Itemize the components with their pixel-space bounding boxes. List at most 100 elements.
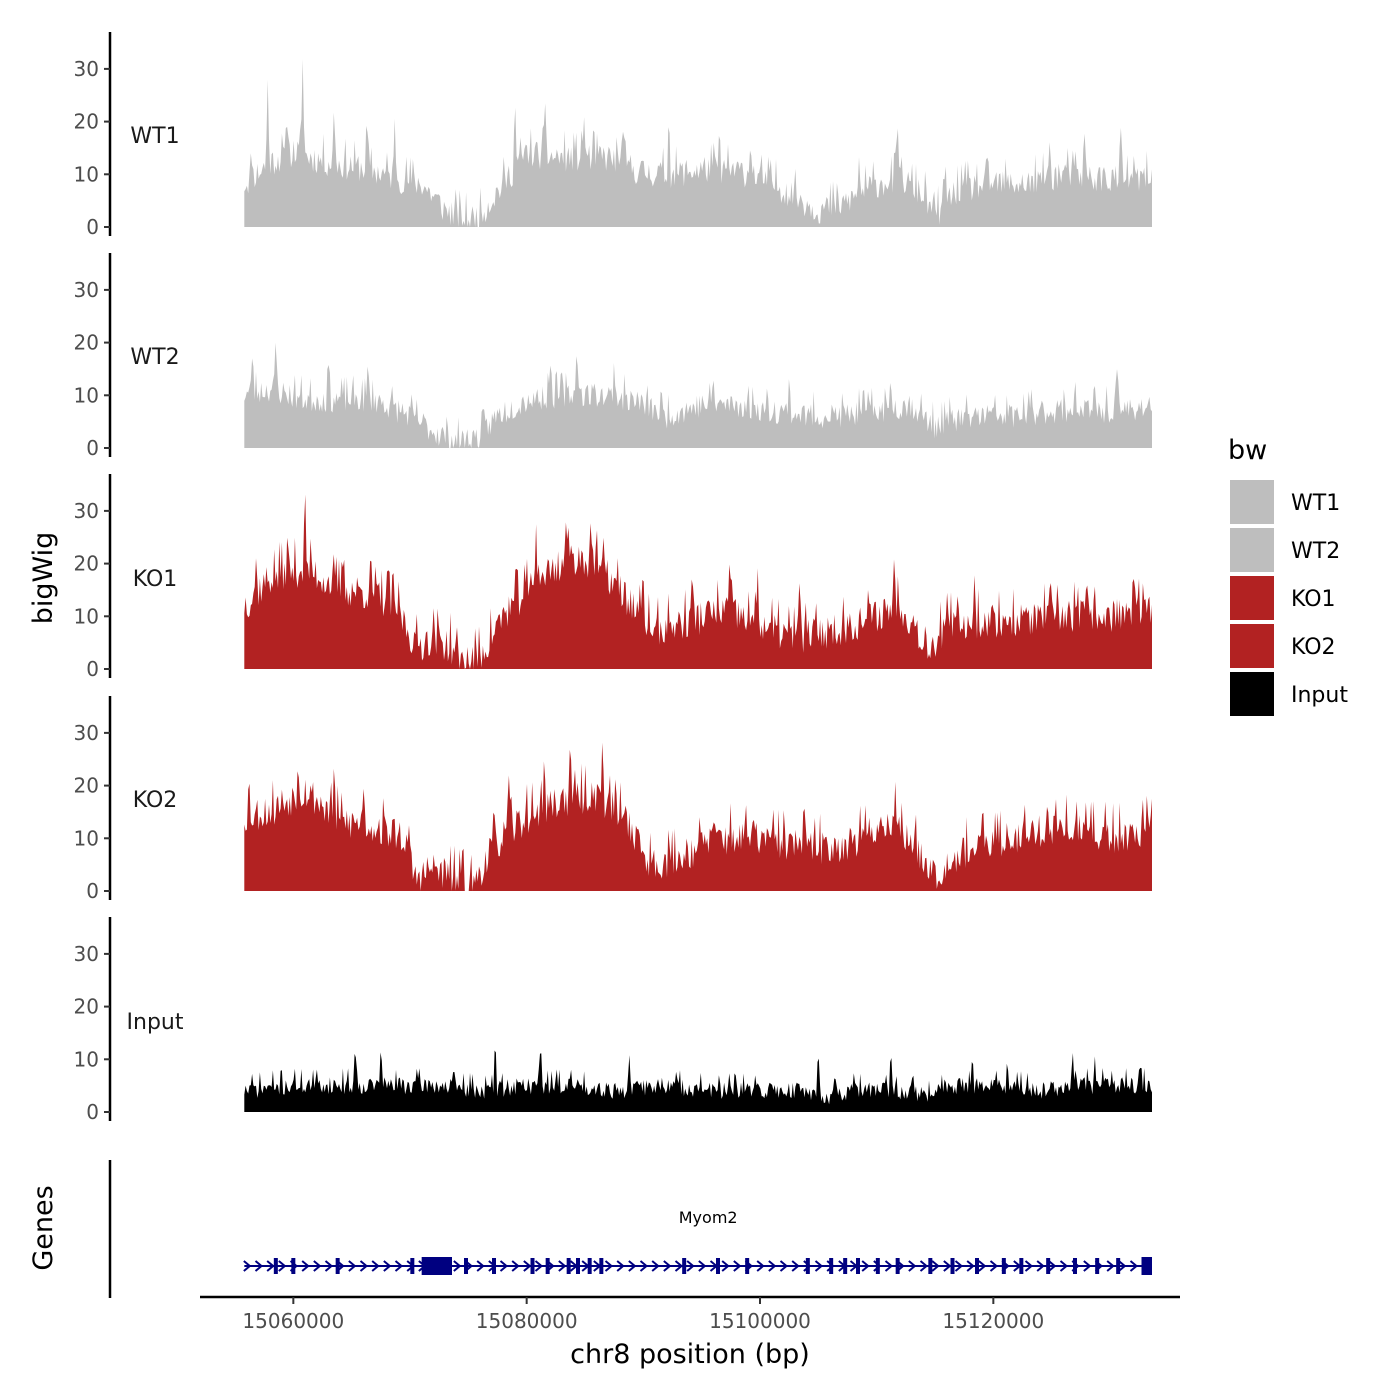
legend-swatch [1230, 624, 1274, 668]
y-tick-label: 10 [74, 1047, 99, 1071]
gene-exon [492, 1258, 496, 1274]
signal-area-wt1 [244, 59, 1153, 227]
strand-arrow [639, 1260, 649, 1272]
legend-swatch [1230, 672, 1274, 716]
gene-exon [410, 1258, 415, 1274]
track-input: 0 10 20 30 Input [74, 917, 1153, 1124]
strand-arrow [663, 1260, 672, 1272]
gene-exon [1046, 1258, 1051, 1274]
strand-arrow [511, 1260, 520, 1272]
gene-exon [1095, 1258, 1100, 1274]
strand-arrow [1048, 1260, 1057, 1272]
track-label-ko2: KO2 [133, 788, 178, 813]
gene-exon [950, 1258, 955, 1274]
y-tick-label: 0 [86, 436, 99, 460]
legend-item-input: Input [1230, 672, 1348, 716]
y-tick-label: 0 [86, 215, 99, 239]
track-ko1: 0 10 20 30 KO1 [74, 474, 1153, 681]
y-tick-label: 30 [74, 57, 99, 81]
strand-arrow [383, 1260, 392, 1272]
strand-arrow [966, 1260, 975, 1272]
strand-arrow [756, 1260, 765, 1272]
strand-arrow [674, 1260, 684, 1272]
y-tick-label: 10 [74, 162, 99, 186]
gene-exon [599, 1258, 604, 1274]
strand-arrow [1083, 1260, 1092, 1272]
y-tick-label: 20 [74, 774, 99, 798]
genes-axis-title: Genes [28, 1185, 59, 1270]
track-label-ko1: KO1 [133, 567, 178, 592]
strand-arrow [616, 1260, 625, 1272]
y-tick-label: 0 [86, 657, 99, 681]
gene-exon [1001, 1258, 1006, 1274]
strand-arrow [861, 1260, 870, 1272]
gene-exon [273, 1258, 278, 1274]
strand-arrow [779, 1260, 789, 1272]
legend-label: KO2 [1291, 635, 1336, 660]
strand-arrow [1024, 1260, 1034, 1272]
strand-arrow [1036, 1260, 1045, 1272]
strand-arrow [768, 1260, 777, 1272]
strand-arrow [301, 1260, 310, 1272]
strand-arrow [266, 1260, 275, 1272]
strand-arrow [651, 1260, 660, 1272]
y-tick-label: 20 [74, 110, 99, 134]
gene-exon [464, 1258, 468, 1274]
y-axis-title: bigWig [28, 532, 59, 625]
legend-item-wt2: WT2 [1230, 528, 1340, 572]
gene-exon [421, 1257, 452, 1275]
gene-exon [335, 1258, 340, 1274]
strand-arrow [686, 1260, 695, 1272]
gene-exon [856, 1258, 860, 1274]
strand-arrow [908, 1260, 917, 1272]
strand-arrow [1106, 1260, 1115, 1272]
gene-exon [1116, 1258, 1121, 1274]
gene-exon [805, 1258, 810, 1274]
y-tick-label: 10 [74, 826, 99, 850]
y-tick-label: 30 [74, 721, 99, 745]
strand-arrow [453, 1260, 462, 1272]
x-tick-label: 15100000 [709, 1309, 811, 1333]
legend-swatch [1230, 576, 1274, 620]
strand-arrow [733, 1260, 742, 1272]
legend-label: Input [1291, 683, 1348, 708]
gene-exon [1019, 1258, 1024, 1274]
legend-label: WT1 [1291, 491, 1340, 516]
signal-area-ko1 [244, 494, 1153, 669]
legend-item-ko1: KO1 [1230, 576, 1336, 620]
gene-exon [576, 1258, 580, 1274]
strand-arrow [523, 1260, 532, 1272]
tracks-panel: 0 10 20 30 WT1 0 10 20 30 WT2 0 10 20 30 KO1 0 10 20 30 KO2… [74, 32, 1153, 1124]
signal-area-input [244, 1050, 1153, 1112]
gene-exon [716, 1258, 720, 1274]
strand-arrow [499, 1260, 509, 1272]
y-tick-label: 0 [86, 879, 99, 903]
strand-arrow [628, 1260, 637, 1272]
genes-panel: Myom2 [108, 1160, 1152, 1298]
legend-swatch [1230, 480, 1274, 524]
track-wt1: 0 10 20 30 WT1 [74, 32, 1153, 239]
gene-name-label: Myom2 [679, 1208, 738, 1227]
legend-swatch [1230, 528, 1274, 572]
strand-arrow [476, 1260, 485, 1272]
strand-arrow [348, 1260, 357, 1272]
strand-arrow [371, 1260, 380, 1272]
gene-exon [745, 1258, 750, 1274]
y-tick-label: 10 [74, 604, 99, 628]
gene-exon [829, 1258, 834, 1274]
strand-arrow [359, 1260, 369, 1272]
strand-arrow [919, 1260, 929, 1272]
legend: bw WT1 WT2 KO1 KO2 Input [1228, 435, 1348, 716]
gene-exon [587, 1258, 592, 1274]
strand-arrow [1059, 1260, 1069, 1272]
track-wt2: 0 10 20 30 WT2 [74, 253, 1153, 460]
strand-arrow [558, 1260, 567, 1272]
strand-arrow [394, 1260, 404, 1272]
legend-item-wt1: WT1 [1230, 480, 1340, 524]
gene-exon [545, 1258, 550, 1274]
y-tick-label: 0 [86, 1100, 99, 1124]
track-label-input: Input [127, 1010, 184, 1035]
strand-arrow [791, 1260, 800, 1272]
gene-exon [566, 1258, 571, 1274]
x-tick-label: 15120000 [942, 1309, 1044, 1333]
